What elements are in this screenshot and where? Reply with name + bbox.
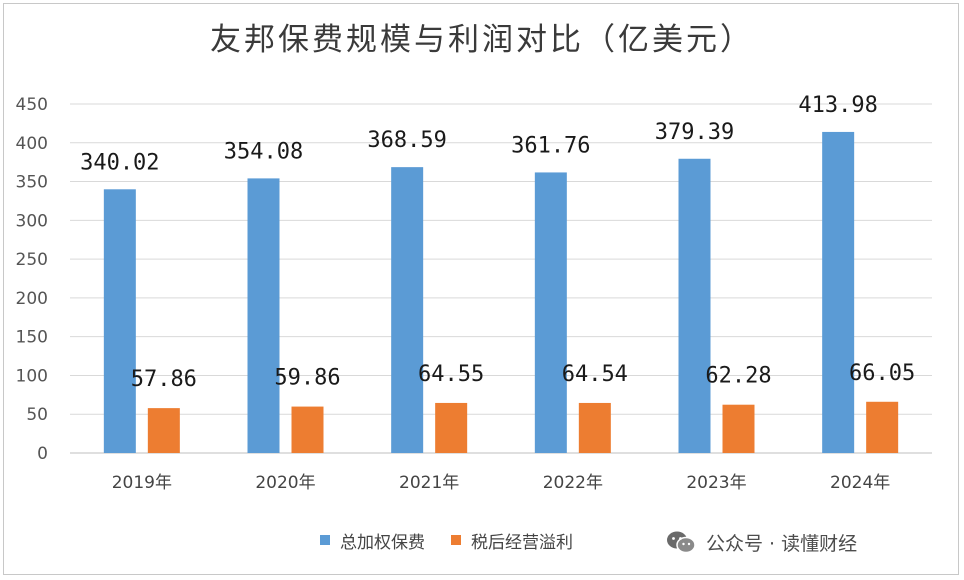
x-tick-label: 2019年 <box>112 473 172 493</box>
data-label-premium: 379.39 <box>655 120 734 145</box>
legend-swatch-premium <box>320 535 330 545</box>
bar-profit <box>291 406 324 453</box>
x-tick-label: 2021年 <box>399 473 459 493</box>
wechat-icon <box>667 531 696 554</box>
chart-title: 友邦保费规模与利润对比（亿美元） <box>210 22 754 58</box>
chart-frame <box>3 3 959 575</box>
x-tick-label: 2023年 <box>686 473 746 493</box>
bar-premium <box>822 131 855 453</box>
bar-premium <box>534 172 567 453</box>
y-tick-label: 350 <box>16 173 48 193</box>
gridlines <box>70 103 932 454</box>
bar-profit <box>435 402 468 453</box>
data-label-profit: 64.54 <box>562 362 628 387</box>
bar-premium <box>391 167 424 453</box>
data-label-profit: 59.86 <box>274 366 340 391</box>
legend-label-premium: 总加权保费 <box>340 532 425 553</box>
legend-item-profit: 税后经营溢利 <box>451 528 573 553</box>
legend: 总加权保费 税后经营溢利 <box>320 528 599 553</box>
x-tick-label: 2022年 <box>543 473 603 493</box>
y-tick-label: 200 <box>16 289 48 309</box>
y-tick-label: 400 <box>16 134 48 154</box>
bars <box>103 131 899 454</box>
bar-profit <box>578 402 611 453</box>
x-tick-label: 2024年 <box>830 473 890 493</box>
y-tick-label: 50 <box>26 405 48 425</box>
x-axis-ticks: 2019年 2020年 2021年 2022年 2023年 2024年 <box>112 473 891 493</box>
y-tick-label: 150 <box>16 328 48 348</box>
bar-profit <box>147 408 180 453</box>
legend-item-premium: 总加权保费 <box>320 528 425 553</box>
data-label-profit: 64.55 <box>418 362 484 387</box>
bar-premium <box>103 189 136 453</box>
y-tick-label: 300 <box>16 211 48 231</box>
data-label-premium: 354.08 <box>224 139 303 164</box>
y-axis-ticks: 0 50 100 150 200 250 300 350 400 450 <box>16 95 48 464</box>
data-label-profit: 66.05 <box>849 361 915 386</box>
data-label-profit: 62.28 <box>705 364 771 389</box>
data-label-profit: 57.86 <box>131 367 197 392</box>
bar-profit <box>722 404 755 453</box>
y-tick-label: 250 <box>16 250 48 270</box>
bar-profit <box>866 401 899 453</box>
watermark: 公众号 · 读懂财经 <box>666 528 857 556</box>
data-label-premium: 368.59 <box>367 128 446 153</box>
legend-label-profit: 税后经营溢利 <box>471 532 573 553</box>
y-tick-label: 450 <box>16 95 48 115</box>
bar-premium <box>247 178 280 453</box>
y-tick-label: 100 <box>16 366 48 386</box>
data-label-premium: 361.76 <box>511 133 590 158</box>
data-label-premium: 340.02 <box>80 150 159 175</box>
data-label-premium: 413.98 <box>798 93 877 118</box>
data-labels: 340.02 57.86 354.08 59.86 368.59 64.55 361.76 6… <box>80 93 915 392</box>
y-tick-label: 0 <box>37 444 48 464</box>
legend-swatch-profit <box>451 535 461 545</box>
x-tick-label: 2020年 <box>255 473 315 493</box>
bar-premium <box>678 158 711 454</box>
watermark-text: 公众号 · 读懂财经 <box>706 532 858 555</box>
